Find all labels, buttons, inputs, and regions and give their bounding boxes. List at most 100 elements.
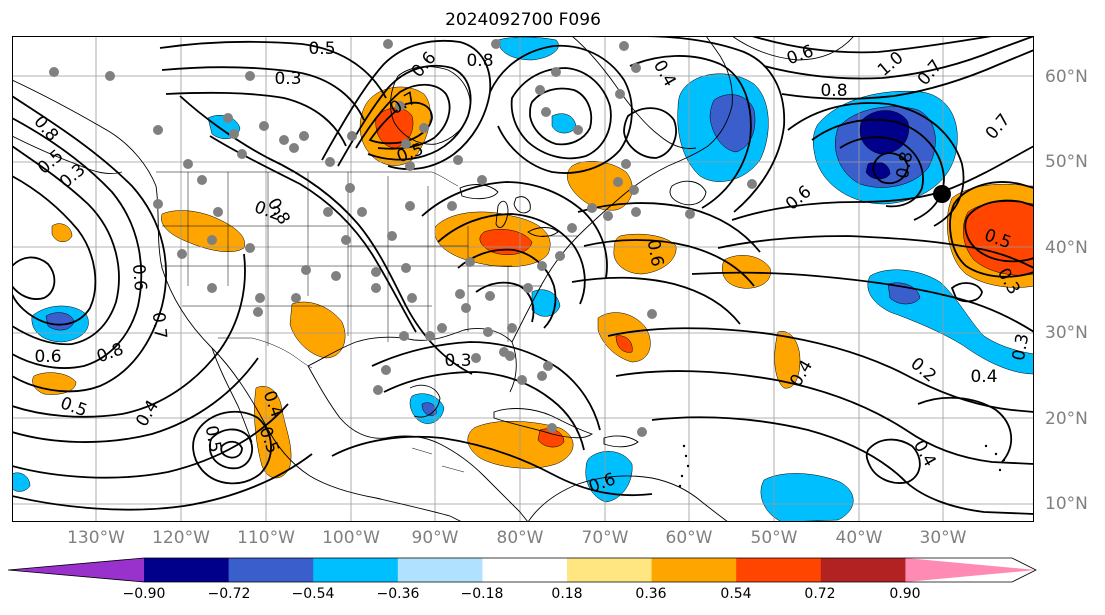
colorbar-outline [8,557,1037,583]
colorbar [8,557,1037,583]
colorbar-tick-label: −0.36 [376,586,420,602]
warm-area-pacific-20n [51,223,73,242]
contour-canada-1 [159,41,387,99]
contour-hudson-ridge-3 [355,83,451,150]
longitude-label: 90°W [411,528,459,548]
central-america-border-1 [411,447,433,455]
contour-label: 0.4 [970,367,997,387]
west-coast-north-america [12,79,463,522]
contour-atlantic-loop-1 [950,282,983,303]
longitude-label: 50°W [750,528,798,548]
colorbar-segment [397,558,483,582]
cool-area-florida [531,289,561,317]
contour-canada-2 [161,66,365,121]
contour-hudson-ridge-4 [368,101,433,145]
contour-atlantic-loop-3 [917,396,1013,463]
colorbar-segment [313,558,399,582]
contour-azores-ring-2 [964,199,1034,263]
hispaniola [603,435,639,448]
colorbar-segment [567,558,653,582]
contour-label: 0.5 [308,39,335,59]
contour-pacific-south-2 [12,357,259,443]
contour-label: 0.3 [1009,332,1033,362]
contour-label: 0.6 [128,263,150,292]
us-mexico-border [218,337,313,369]
colorbar-tick-label: 0.54 [720,586,752,602]
contour-atlantic-north-3 [839,136,924,208]
colorbar-tick-label: 0.36 [635,586,667,602]
contour-label: 0.3 [444,351,471,371]
contour-gulf-2 [383,371,585,451]
longitude-label: 110°W [237,528,295,548]
warm-area-gulf-ca [289,301,346,359]
warm-area-atlantic-40w [613,233,677,275]
contour-label: 0.8 [466,51,493,71]
warm-core-hudson [375,107,414,149]
contour-mexico-pacific-ring-1 [192,410,272,485]
contour-mexico-pacific-ring-3 [220,440,243,459]
contour-hudson-ridge-1 [321,39,492,171]
latitude-label: 20°N [1045,409,1088,429]
contour-lines [12,36,1034,515]
latitude-label: 60°N [1045,67,1088,87]
contour-atlantic-north-4 [872,152,909,185]
longitude-label: 120°W [152,528,210,548]
contour-baffin-1 [489,44,633,174]
greenland [731,36,855,61]
colorbar-tick-label: 0.90 [889,586,921,602]
colorbar-extend-high [905,558,1036,582]
contour-us-east-4 [475,281,535,323]
colorbar-segments [8,558,1036,582]
warm-core-azores [962,201,1034,276]
warm-area-mexico-west [254,386,292,479]
contour-pacific-south-4 [12,453,313,511]
map-frame [12,36,1034,522]
contour-mid-atlantic-2 [583,239,755,287]
contour-us-ridge-2 [209,135,417,333]
contour-label: 0.6 [34,347,61,367]
contour-mid-atlantic-1 [577,202,761,253]
great-lake-michigan [495,200,509,228]
contour-label: 0.6 [643,238,667,268]
colorbar-tick-label: −0.90 [122,586,166,602]
colorbar-tick-label: 0.18 [551,586,583,602]
contour-west-3 [12,145,120,346]
political-borders [156,171,578,473]
colorbar-tick-label: 0.72 [804,586,836,602]
contour-atlantic-mid-1 [731,145,1034,221]
colorbar-segment [482,558,568,582]
canada-us-border [156,171,459,187]
contour-hudson-ridge-2 [337,64,472,167]
contour-mid-atlantic-3 [571,276,741,325]
colorbar-tick-label: −0.72 [207,586,251,602]
longitude-label: 70°W [581,528,629,548]
contour-caribbean-1 [331,435,653,497]
contour-pacific-south-1 [12,253,246,418]
longitude-label: 60°W [665,528,713,548]
contour-labrador-1 [629,55,752,209]
cool-area-atlantic-15n [760,473,854,522]
contour-label: 0.8 [893,150,917,180]
contour-west-4 [12,175,97,326]
longitude-label: 100°W [322,528,380,548]
colorbar-tick-label: −0.18 [460,586,504,602]
warm-anomaly-shading [32,86,1034,479]
central-america-border-2 [441,465,465,473]
contour-west-1 [12,95,167,393]
contour-mexico-pacific-ring-2 [209,428,253,470]
warm-area-canada-east [567,160,633,211]
colorbar-segment [228,558,314,582]
contour-us-east-2 [437,213,586,305]
latitude-label: 30°N [1045,323,1088,343]
south-america-north [527,475,729,522]
contour-labrador-loop [623,107,677,159]
cool-mid-labrador [709,94,756,153]
contour-west-5 [12,256,56,300]
contour-labrador-2 [639,36,786,213]
longitude-label: 30°W [919,528,967,548]
contour-azores-ring-1 [949,181,1034,278]
cool-area-pacific-12n [12,472,31,492]
colorbar-segment [144,558,230,582]
longitude-label: 40°W [835,528,883,548]
hudson-bay [390,66,471,145]
